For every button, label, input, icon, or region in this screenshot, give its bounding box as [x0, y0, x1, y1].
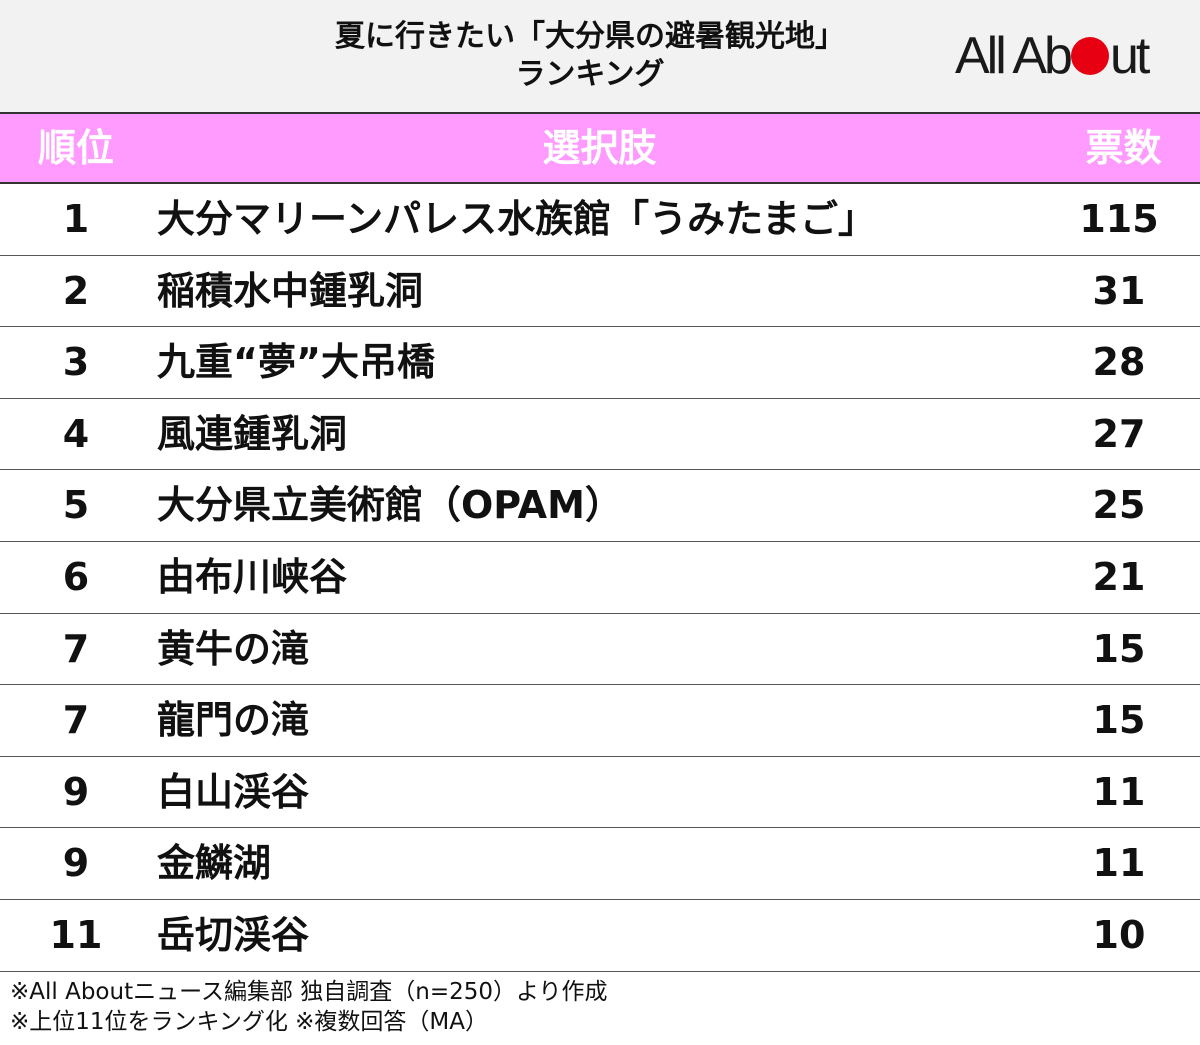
votes-cell: 15	[1092, 626, 1146, 671]
table-row: 4 風連鍾乳洞 27	[0, 399, 1200, 471]
table-row: 6 由布川峡谷 21	[0, 542, 1200, 614]
votes-cell: 25	[1092, 483, 1146, 528]
footnotes: ※All Aboutニュース編集部 独自調査（n=250）より作成 ※上位11位…	[10, 977, 1190, 1037]
footnote-1: ※All Aboutニュース編集部 独自調査（n=250）より作成	[10, 979, 608, 1005]
name-cell: 九重“夢”大吊橋	[157, 340, 435, 385]
rank-cell: 11	[49, 912, 103, 957]
rank-cell: 1	[62, 197, 90, 241]
rank-cell: 7	[62, 698, 90, 743]
logo-text-end: ut	[1109, 27, 1150, 85]
name-cell: 龍門の滝	[157, 698, 310, 743]
rank-cell: 2	[62, 268, 90, 313]
rank-cell: 7	[62, 626, 90, 671]
votes-cell: 11	[1092, 769, 1146, 814]
votes-cell: 21	[1092, 554, 1146, 599]
name-cell: 白山渓谷	[157, 769, 310, 814]
allabout-logo: All Ab ut	[955, 26, 1150, 86]
name-cell: 大分県立美術館（OPAM）	[157, 483, 623, 528]
table-row: 3 九重“夢”大吊橋 28	[0, 327, 1200, 399]
header: 夏に行きたい「大分県の避暑観光地」 ランキング All Ab ut	[0, 0, 1200, 112]
votes-cell: 15	[1092, 698, 1146, 743]
table-row: 2 稲積水中鍾乳洞 31	[0, 256, 1200, 328]
name-cell: 由布川峡谷	[157, 554, 348, 599]
rank-cell: 4	[62, 411, 90, 456]
votes-cell: 28	[1092, 340, 1146, 385]
rank-cell: 9	[62, 769, 90, 814]
table-row: 9 白山渓谷 11	[0, 757, 1200, 829]
logo-text-start: All Ab	[955, 27, 1073, 85]
votes-cell: 115	[1079, 197, 1159, 241]
table-row: 7 黄牛の滝 15	[0, 614, 1200, 686]
logo-red-dot-icon	[1070, 37, 1109, 75]
header-votes: 票数	[1085, 126, 1162, 170]
votes-cell: 10	[1092, 912, 1146, 957]
footnote-2: ※上位11位をランキング化 ※複数回答（MA）	[10, 1009, 489, 1035]
table-row: 11 岳切渓谷 10	[0, 900, 1200, 972]
rank-cell: 5	[62, 483, 90, 528]
title-line-1: 夏に行きたい「大分県の避暑観光地」	[335, 19, 845, 54]
votes-cell: 27	[1092, 411, 1146, 456]
table-row: 5 大分県立美術館（OPAM） 25	[0, 470, 1200, 542]
header-choice: 選択肢	[542, 126, 657, 170]
name-cell: 風連鍾乳洞	[157, 411, 348, 456]
name-cell: 大分マリーンパレス水族館「うみたまご」	[157, 197, 876, 241]
rank-cell: 6	[62, 554, 90, 599]
rank-cell: 3	[62, 340, 90, 385]
table-header: 順位 選択肢 票数	[0, 112, 1200, 184]
rank-cell: 9	[62, 841, 90, 886]
header-rank: 順位	[37, 126, 114, 170]
votes-cell: 11	[1092, 841, 1146, 886]
table-row: 9 金鱗湖 11	[0, 828, 1200, 900]
name-cell: 金鱗湖	[157, 841, 272, 886]
votes-cell: 31	[1092, 268, 1146, 313]
title-line-2: ランキング	[515, 57, 665, 92]
table-row: 1 大分マリーンパレス水族館「うみたまご」 115	[0, 184, 1200, 256]
page-title: 夏に行きたい「大分県の避暑観光地」 ランキング	[210, 18, 970, 94]
table-row: 7 龍門の滝 15	[0, 685, 1200, 757]
name-cell: 稲積水中鍾乳洞	[157, 268, 424, 313]
ranking-table-body: 1 大分マリーンパレス水族館「うみたまご」 115 2 稲積水中鍾乳洞 31 3 九重“夢”大…	[0, 184, 1200, 972]
name-cell: 黄牛の滝	[157, 626, 310, 671]
name-cell: 岳切渓谷	[157, 912, 310, 957]
